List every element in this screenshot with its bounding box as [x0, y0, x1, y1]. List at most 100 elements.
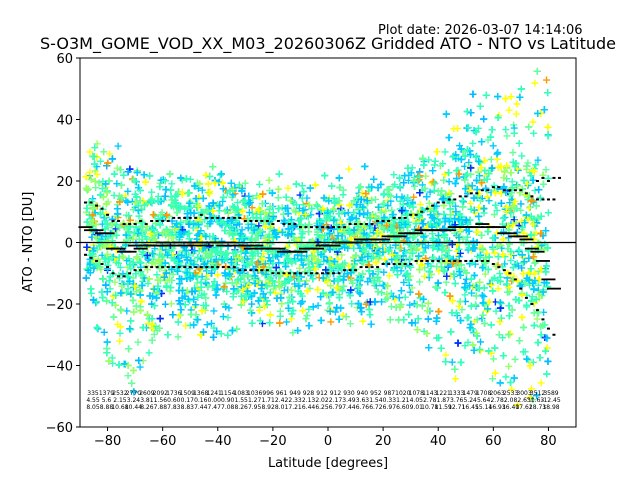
data-point [299, 201, 307, 209]
data-point [476, 197, 484, 205]
data-point [270, 285, 278, 293]
data-point [476, 178, 484, 186]
data-point [136, 363, 144, 371]
data-point [291, 280, 299, 288]
data-point [382, 207, 390, 215]
data-point [524, 196, 532, 204]
data-point [501, 213, 509, 221]
data-point [497, 300, 505, 308]
data-point [391, 181, 399, 189]
data-point [86, 168, 94, 176]
data-point [461, 291, 469, 299]
data-point [144, 320, 152, 328]
data-point [142, 262, 150, 270]
data-point [93, 170, 101, 178]
data-point [127, 265, 135, 273]
data-point [167, 300, 175, 308]
data-point [346, 320, 354, 328]
data-point [224, 314, 232, 322]
data-point [473, 316, 481, 324]
data-point [490, 210, 498, 218]
data-point [98, 184, 106, 192]
data-point [479, 205, 487, 213]
data-point [124, 187, 132, 195]
data-point [515, 139, 523, 147]
data-point [505, 362, 513, 370]
data-point [517, 200, 525, 208]
data-point [451, 375, 459, 383]
data-point [136, 258, 144, 266]
data-point [219, 313, 227, 321]
data-point [95, 179, 103, 187]
data-point [339, 191, 347, 199]
data-point [502, 222, 510, 230]
data-point [512, 110, 520, 118]
data-point [385, 272, 393, 280]
data-point [133, 253, 141, 261]
data-point [175, 312, 183, 320]
data-point [517, 206, 525, 214]
data-point [185, 204, 193, 212]
data-point [528, 385, 536, 393]
data-point [100, 148, 108, 156]
data-point [168, 217, 176, 225]
data-point [246, 199, 254, 207]
data-point [421, 272, 429, 280]
data-point [345, 165, 353, 173]
data-point [111, 278, 119, 286]
data-point [525, 204, 533, 212]
data-point [114, 142, 122, 150]
data-point [301, 280, 309, 288]
data-point [500, 228, 508, 236]
data-point [533, 315, 541, 323]
data-point [505, 270, 513, 278]
data-point [197, 227, 205, 235]
data-point [148, 188, 156, 196]
data-point [439, 160, 447, 168]
data-point [529, 358, 537, 366]
data-point [511, 355, 519, 363]
data-point [289, 329, 297, 337]
data-point [534, 156, 542, 164]
data-point [134, 338, 142, 346]
data-point [489, 142, 497, 150]
data-point [248, 300, 256, 308]
data-point [153, 271, 161, 279]
data-point [92, 184, 100, 192]
data-point [544, 209, 552, 217]
data-point [86, 148, 94, 156]
data-point [204, 272, 212, 280]
data-point [494, 285, 502, 293]
data-point [455, 253, 463, 261]
data-point [450, 125, 458, 133]
data-point [493, 206, 501, 214]
data-point [235, 181, 243, 189]
data-point [490, 355, 498, 363]
data-point [371, 195, 379, 203]
data-point [442, 278, 450, 286]
data-point [489, 375, 497, 383]
data-point [480, 293, 488, 301]
data-point [519, 259, 527, 267]
data-point [409, 203, 417, 211]
data-point [518, 152, 526, 160]
data-point [542, 166, 550, 174]
data-point [519, 348, 527, 356]
data-point [477, 338, 485, 346]
data-point [348, 300, 356, 308]
data-point [464, 338, 472, 346]
data-point [305, 305, 313, 313]
data-point [475, 203, 483, 211]
data-point [256, 306, 264, 314]
data-point [106, 150, 114, 158]
data-point [334, 255, 342, 263]
data-point [478, 314, 486, 322]
data-point [186, 297, 194, 305]
data-point [93, 140, 101, 148]
data-point [433, 263, 441, 271]
data-point [426, 188, 434, 196]
data-point [210, 307, 218, 315]
data-point [245, 208, 253, 216]
data-point [174, 333, 182, 341]
